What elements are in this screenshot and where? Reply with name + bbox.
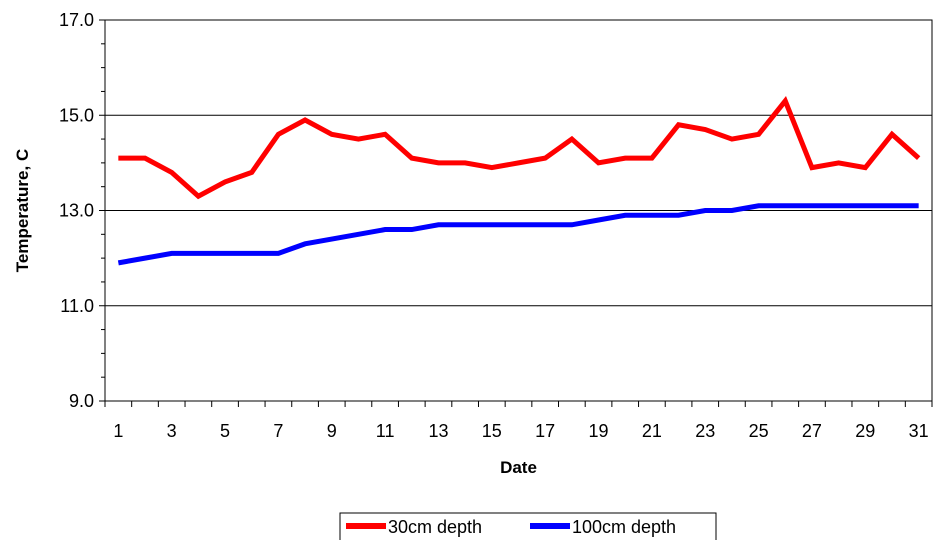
y-axis-title: Temperature, C — [13, 149, 32, 272]
x-tick-label: 5 — [220, 421, 230, 441]
x-axis-title: Date — [500, 458, 537, 477]
x-tick-label: 9 — [327, 421, 337, 441]
x-tick-label: 19 — [589, 421, 609, 441]
x-tick-label: 3 — [167, 421, 177, 441]
x-tick-label: 11 — [376, 421, 395, 441]
axis-ticks — [99, 19, 933, 407]
x-tick-label: 7 — [273, 421, 283, 441]
x-tick-labels: 1 3 5 7 9 11 13 15 17 19 21 23 25 27 29 31 — [113, 421, 928, 441]
legend-label-30cm: 30cm depth — [388, 517, 482, 537]
y-tick-label: 13.0 — [59, 201, 94, 221]
series-line-1 — [117, 203, 919, 266]
x-tick-label: 31 — [909, 421, 929, 441]
gridlines — [105, 114, 932, 307]
legend-label-100cm: 100cm depth — [572, 517, 676, 537]
series-line-0 — [118, 96, 921, 200]
y-tick-label: 15.0 — [59, 105, 94, 125]
x-tick-label: 25 — [749, 421, 769, 441]
legend: 30cm depth 100cm depth — [339, 512, 717, 540]
series-lines — [117, 96, 921, 266]
x-tick-label: 27 — [802, 421, 822, 441]
y-tick-label: 11.0 — [60, 296, 94, 316]
legend-box — [339, 512, 717, 540]
y-tick-label: 17.0 — [59, 10, 94, 30]
x-tick-label: 29 — [855, 421, 875, 441]
x-tick-label: 17 — [535, 421, 555, 441]
x-tick-label: 15 — [482, 421, 502, 441]
x-tick-label: 23 — [695, 421, 715, 441]
y-tick-labels: 9.0 11.0 13.0 15.0 17.0 — [59, 10, 94, 411]
x-tick-label: 1 — [113, 421, 123, 441]
x-tick-label: 13 — [428, 421, 448, 441]
x-tick-label: 21 — [642, 421, 662, 441]
y-tick-label: 9.0 — [69, 391, 94, 411]
